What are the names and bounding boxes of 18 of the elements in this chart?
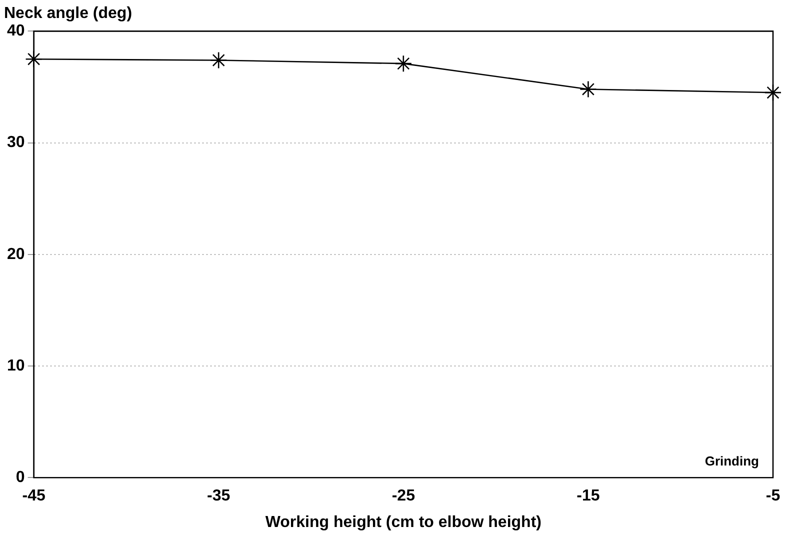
- point: [580, 80, 597, 98]
- point: [25, 50, 42, 68]
- x-tick-label: -15: [576, 488, 600, 505]
- x-tick-label: -5: [766, 488, 780, 505]
- x-tick-label: -45: [22, 488, 46, 505]
- y-tick-label: 30: [7, 134, 25, 152]
- y-tick-label: 40: [7, 22, 25, 40]
- y-axis-title: Neck angle (deg): [4, 5, 132, 22]
- y-tick-label: 10: [7, 357, 25, 374]
- point: [764, 84, 782, 102]
- y-tick-label: 0: [16, 469, 25, 486]
- point: [210, 52, 228, 69]
- annotation: Grinding: [704, 454, 760, 469]
- x-tick-label: -35: [207, 488, 230, 505]
- x-tick-label: -25: [392, 488, 416, 505]
- y-tick-label: 20: [7, 246, 25, 263]
- point: [394, 54, 412, 72]
- x-axis-title: Working height (cm to elbow height): [265, 514, 542, 531]
